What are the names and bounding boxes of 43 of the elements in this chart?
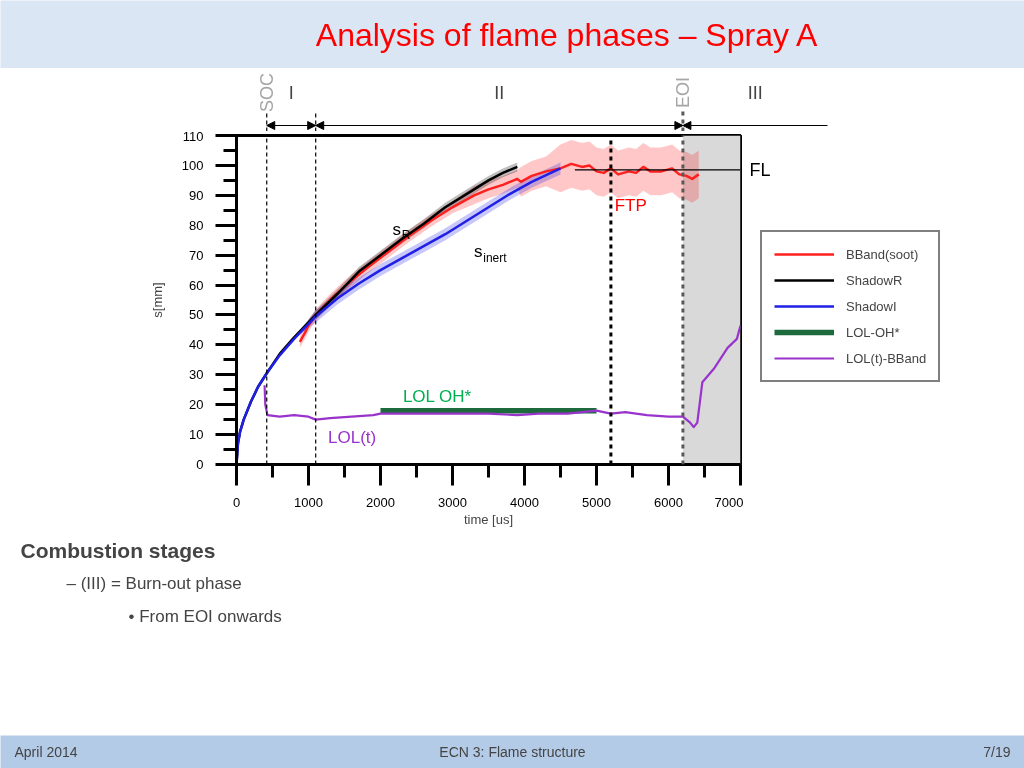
y-tick-label: 30 [189,367,204,383]
y-tick-label: 110 [182,128,204,144]
legend-label: LOL(t)-BBand [846,349,927,368]
annotation: LOL OH* [402,387,472,407]
y-tick-label: 0 [196,457,204,472]
text: Combustion stages [20,539,216,562]
y-tick-label: 20 [189,397,204,413]
y-tick-label: 40 [189,337,204,353]
text: 7/19 [983,743,1011,760]
ref-line-label: EOI [672,76,693,108]
annotation: FL [749,159,771,180]
legend-label: ShadowR [846,271,903,290]
ref-line-label: SOC [256,72,277,112]
legend-label: ShadowI [846,297,897,316]
legend-label: LOL-OH* [846,323,900,342]
annotation: FTP [614,196,647,216]
text: I [288,82,294,103]
annotation: LOL(t) [328,428,377,448]
x-tick-label: 0 [232,494,241,510]
x-tick-label: 3000 [438,494,467,510]
y-tick-label: 50 [189,307,204,323]
y-tick-label: 100 [181,157,204,173]
y-tick-label: 90 [189,187,204,203]
x-tick-label: 4000 [510,494,539,510]
text: III [747,82,763,103]
text: • From EOI onwards [128,607,282,626]
text: – (III) = Burn-out phase [66,574,242,593]
text: II [494,82,505,103]
text: ECN 3: Flame structure [439,743,586,760]
y-tick-label: 60 [189,277,204,293]
y-tick-label: 70 [189,247,204,263]
legend-label: BBand(soot) [846,245,919,264]
chart-title: Analysis of flame phases – Spray A [315,16,819,53]
x-tick-label: 6000 [654,494,683,510]
x-tick-label: 1000 [294,494,323,510]
text: April 2014 [14,743,78,760]
y-tick-label: 10 [189,427,204,443]
x-tick-label: 7000 [714,494,744,510]
x-tick-label: 5000 [582,494,611,510]
y-tick-label: 80 [189,217,204,233]
x-axis-title: time [us] [463,511,514,527]
y-axis-title: s[mm] [149,282,165,318]
x-tick-label: 2000 [366,494,395,510]
